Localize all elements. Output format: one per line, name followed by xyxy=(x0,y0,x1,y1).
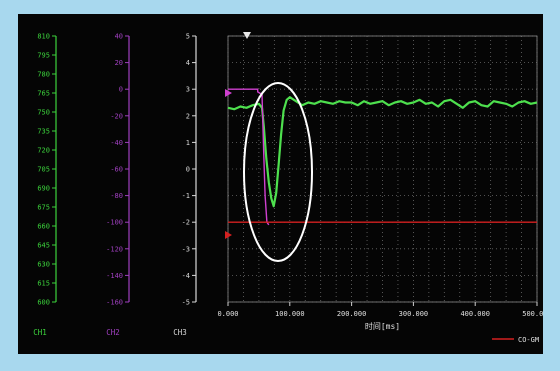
ch3-tick-label: -1 xyxy=(182,192,190,200)
ch1-tick-label: 735 xyxy=(37,128,50,136)
x-tick-label: 500.000 xyxy=(522,310,543,318)
ch1-channel-label: CH1 xyxy=(33,328,47,337)
reference-level-marker-icon[interactable] xyxy=(225,231,232,239)
cursor-triangle-icon[interactable] xyxy=(243,32,251,39)
ch1-tick-label: 780 xyxy=(37,71,50,79)
ch3-tick-label: 3 xyxy=(186,86,190,94)
ch3-tick-label: 1 xyxy=(186,139,190,147)
series-line-signal xyxy=(227,96,538,208)
annotations xyxy=(225,32,313,262)
ch2-tick-label: 40 xyxy=(115,33,123,41)
oscilloscope-screen: 600 615 630 645 660 675 690 705 720 735 750 765 780 7… xyxy=(18,14,543,354)
x-tick-label: 200.000 xyxy=(337,310,367,318)
ch1-tick-label: 705 xyxy=(37,166,50,174)
ch2-channel-label: CH2 xyxy=(106,328,120,337)
ch2-level-marker-icon[interactable] xyxy=(225,89,232,97)
ch2-tick-label: -20 xyxy=(110,112,123,120)
ch1-tick-label: 765 xyxy=(37,90,50,98)
ch1-tick-label: 630 xyxy=(37,261,50,269)
ch1-tick-label: 660 xyxy=(37,223,50,231)
waveform-chart: 600 615 630 645 660 675 690 705 720 735 750 765 780 7… xyxy=(33,32,543,344)
ch3-tick-label: 5 xyxy=(186,33,190,41)
ch1-tick-label: 690 xyxy=(37,185,50,193)
x-tick-label: 100.000 xyxy=(275,310,305,318)
ch2-tick-label: -40 xyxy=(110,139,123,147)
grid xyxy=(227,35,538,303)
ch3-channel-label: CH3 xyxy=(173,328,187,337)
ch1-tick-label: 795 xyxy=(37,52,50,60)
ch3-tick-label: 0 xyxy=(186,166,190,174)
legend: CO-GM xyxy=(492,336,539,344)
highlight-ellipse xyxy=(243,82,313,262)
ch1-tick-label: 750 xyxy=(37,109,50,117)
ch3-tick-label: -2 xyxy=(182,219,190,227)
ch2-tick-label: -80 xyxy=(110,192,123,200)
ch1-tick-label: 615 xyxy=(37,280,50,288)
ch1-tick-label: 810 xyxy=(37,33,50,41)
ch2-tick-label: 0 xyxy=(119,86,123,94)
ch1-tick-label: 675 xyxy=(37,204,50,212)
ch3-tick-label: -5 xyxy=(182,299,190,307)
ch2-tick-label: -60 xyxy=(110,166,123,174)
ch1-tick-label: 720 xyxy=(37,147,50,155)
ch2-tick-label: -160 xyxy=(106,299,123,307)
legend-entry: CO-GM xyxy=(518,336,539,344)
x-tick-label: 0.000 xyxy=(217,310,238,318)
ch3-tick-label: -4 xyxy=(182,272,190,280)
ch1-tick-label: 600 xyxy=(37,299,50,307)
ch2-tick-label: 20 xyxy=(115,59,123,67)
x-tick-label: 300.000 xyxy=(399,310,429,318)
x-axis-label: 时间[ms] xyxy=(365,321,400,331)
ch2-tick-label: -140 xyxy=(106,272,123,280)
ch3-tick-label: 4 xyxy=(186,59,190,67)
x-tick-label: 400.000 xyxy=(460,310,490,318)
ch2-tick-label: -120 xyxy=(106,245,123,253)
ch3-tick-label: 2 xyxy=(186,112,190,120)
ch2-tick-label: -100 xyxy=(106,219,123,227)
ch3-tick-label: -3 xyxy=(182,245,190,253)
plot-border xyxy=(227,35,538,303)
series-line-marker xyxy=(228,88,270,226)
axes: 600 615 630 645 660 675 690 705 720 735 750 765 780 7… xyxy=(33,33,543,338)
series xyxy=(227,88,538,226)
ch1-tick-label: 645 xyxy=(37,242,50,250)
